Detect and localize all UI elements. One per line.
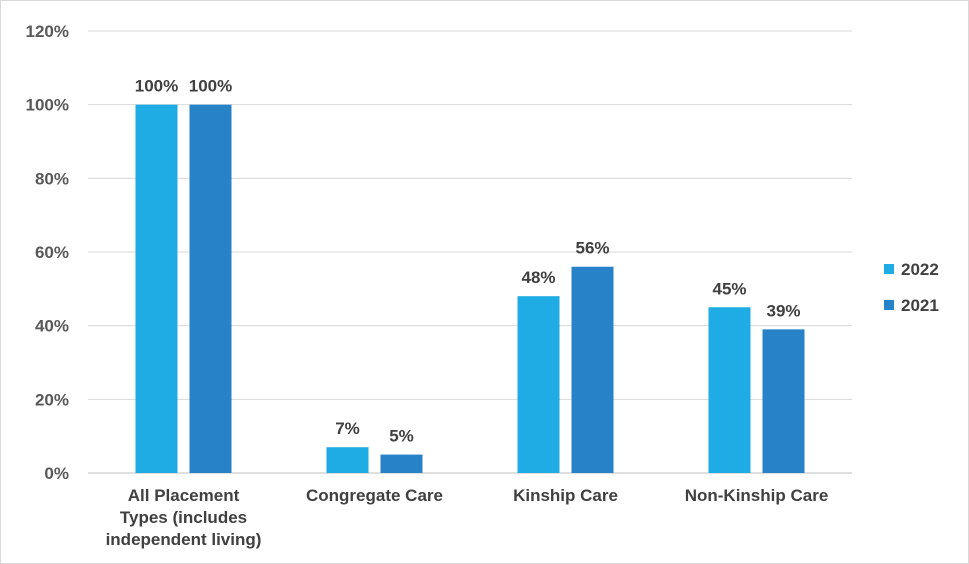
bar-2022 xyxy=(517,296,560,473)
data-label: 100% xyxy=(135,77,178,96)
y-tick-label: 20% xyxy=(35,390,69,409)
data-label: 39% xyxy=(766,301,800,320)
y-tick-label: 40% xyxy=(35,317,69,336)
data-label: 7% xyxy=(335,419,360,438)
legend-swatch xyxy=(884,264,894,274)
category-label: Non-Kinship Care xyxy=(685,486,829,505)
data-label: 100% xyxy=(189,77,232,96)
legend-swatch xyxy=(884,300,894,310)
category-label: independent living) xyxy=(106,530,262,549)
bar-2022 xyxy=(326,447,369,473)
bars xyxy=(135,104,805,474)
category-label: Types (includes xyxy=(120,508,247,527)
y-tick-label: 100% xyxy=(26,96,69,115)
legend-label: 2021 xyxy=(901,296,939,315)
y-tick-label: 60% xyxy=(35,243,69,262)
category-label: Congregate Care xyxy=(306,486,443,505)
x-axis-categories: All Placement Types (includes independent … xyxy=(106,486,829,549)
bar-2021 xyxy=(189,104,232,474)
data-label: 48% xyxy=(521,268,555,287)
y-tick-label: 80% xyxy=(35,169,69,188)
category-label: All Placement xyxy=(128,486,240,505)
y-tick-label: 120% xyxy=(26,22,69,41)
data-labels: 100% 100% 7% 5% 48% 56% 45% 39% xyxy=(135,77,801,446)
bar-2022 xyxy=(135,104,178,474)
bar-2021 xyxy=(571,266,614,473)
y-tick-label: 0% xyxy=(44,464,69,483)
data-label: 45% xyxy=(712,279,746,298)
bar-2021 xyxy=(762,329,805,473)
legend-label: 2022 xyxy=(901,260,939,279)
data-label: 5% xyxy=(389,427,414,446)
bar-2022 xyxy=(708,307,751,473)
legend: 2022 2021 xyxy=(884,260,939,315)
category-label: Kinship Care xyxy=(513,486,618,505)
data-label: 56% xyxy=(575,239,609,258)
y-axis-ticks: 0% 20% 40% 60% 80% 100% 120% xyxy=(26,22,69,483)
bar-2021 xyxy=(380,454,423,473)
